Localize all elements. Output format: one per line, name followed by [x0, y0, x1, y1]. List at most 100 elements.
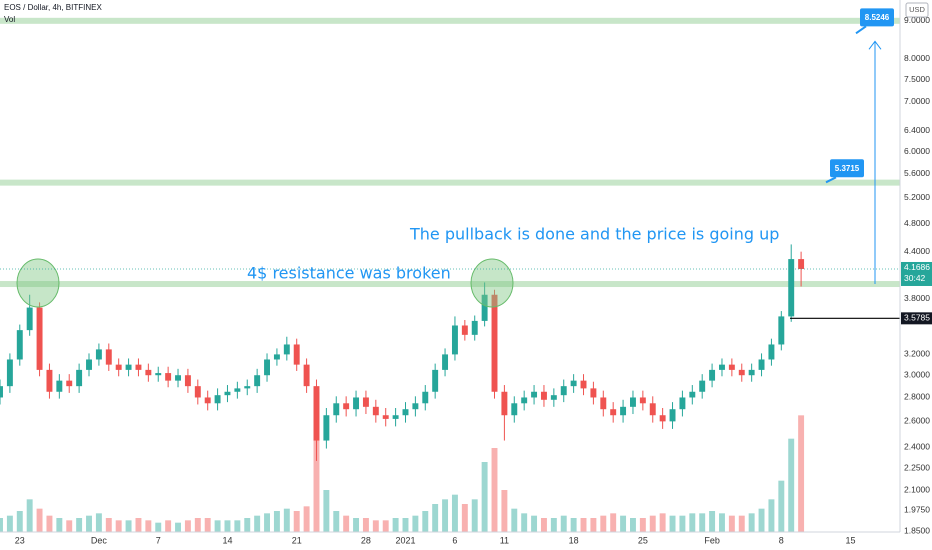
- candle-body: [550, 395, 557, 400]
- volume-bar: [115, 520, 122, 532]
- volume-bar: [570, 518, 577, 532]
- y-tick-label: 3.8000: [904, 293, 930, 303]
- candle-body: [36, 307, 43, 370]
- volume-bar: [600, 515, 607, 532]
- volume-bar: [382, 520, 389, 532]
- volume-bar: [16, 511, 23, 532]
- candle-body: [382, 415, 389, 419]
- candle-body: [649, 403, 656, 416]
- candle-body: [689, 391, 696, 398]
- volume-bar: [501, 490, 508, 532]
- candle-body: [264, 359, 270, 376]
- y-tick-label: 4.4000: [904, 246, 930, 256]
- volume-bar: [798, 415, 805, 532]
- volume-bar: [788, 438, 795, 532]
- volume-bar: [372, 520, 379, 532]
- volume-bar: [135, 518, 142, 532]
- volume-bar: [46, 515, 53, 532]
- candle-body: [540, 391, 547, 400]
- x-tick-label: 6: [452, 535, 457, 545]
- y-tick-label: 7.5000: [904, 74, 930, 84]
- y-tick-label: 5.6000: [904, 168, 930, 178]
- candle-body: [768, 344, 775, 360]
- volume-bar: [738, 515, 745, 532]
- volume-bar: [333, 511, 340, 532]
- volume-pane: [0, 392, 805, 532]
- y-tick-label: 6.0000: [904, 146, 930, 156]
- candle-body: [283, 344, 290, 355]
- volume-bar: [699, 513, 706, 532]
- highlight-ellipse: [470, 258, 514, 308]
- candle-body: [471, 320, 478, 335]
- candle-body: [392, 415, 399, 419]
- volume-bar: [580, 518, 587, 532]
- resistance-zone: [0, 17, 900, 24]
- x-tick-label: 11: [500, 535, 509, 545]
- candle-body: [293, 344, 300, 365]
- volume-bar: [165, 520, 172, 532]
- candle-body: [135, 364, 142, 370]
- volume-bar: [402, 518, 409, 532]
- candle-body: [669, 409, 676, 422]
- volume-bar: [56, 518, 63, 532]
- volume-bar: [728, 515, 735, 532]
- volume-bar: [511, 508, 518, 532]
- y-tick-label: 8.0000: [904, 53, 930, 63]
- candle-body: [798, 259, 805, 269]
- candle-body: [86, 359, 92, 370]
- currency-box[interactable]: [905, 2, 929, 18]
- candle-body: [679, 397, 686, 410]
- candle-body: [76, 369, 83, 387]
- volume-bar: [659, 513, 666, 532]
- currency[interactable]: USD: [909, 5, 925, 14]
- last-price-label: 4.1686: [904, 262, 930, 272]
- candle-body: [451, 325, 458, 355]
- candle-body: [748, 369, 755, 376]
- candle-body: [432, 369, 439, 392]
- volume-bar: [155, 522, 162, 532]
- volume-bar: [461, 504, 468, 532]
- candle-body: [659, 415, 666, 422]
- candle-body: [402, 409, 409, 416]
- volume-bar: [125, 520, 132, 532]
- target-label: 5.3715: [835, 164, 860, 173]
- volume-bar: [630, 518, 636, 532]
- volume-bar: [26, 499, 33, 532]
- candle-body: [372, 406, 379, 416]
- volume-bar: [719, 513, 725, 532]
- volume-bar: [491, 448, 498, 532]
- candle-body: [155, 373, 162, 376]
- y-tick-label: 2.1000: [904, 485, 930, 495]
- y-tick-label: 4.8000: [904, 218, 930, 228]
- volume-bar: [590, 518, 597, 532]
- candle-body: [95, 349, 102, 360]
- y-tick-label: 5.2000: [904, 192, 930, 202]
- x-tick-label: 21: [292, 535, 302, 545]
- volume-bar: [204, 518, 211, 532]
- candle-body: [145, 369, 152, 376]
- zones: [0, 17, 900, 288]
- candle-body: [244, 386, 251, 389]
- candle-body: [313, 386, 320, 441]
- candle-body: [175, 375, 181, 381]
- volume-bar: [0, 518, 3, 532]
- volume-bar: [362, 518, 369, 532]
- candle-body: [590, 388, 597, 398]
- candle-body: [6, 359, 13, 387]
- y-tick-label: 7.0000: [904, 96, 930, 106]
- overlay: 8.5246 5.3715: [0, 8, 900, 319]
- volume-bar: [343, 515, 350, 532]
- volume-bar: [95, 513, 102, 532]
- volume-bar: [105, 518, 112, 532]
- x-tick-label: Feb: [704, 535, 720, 545]
- candle-body: [461, 325, 468, 335]
- candle-body: [580, 380, 587, 389]
- volume-bar: [778, 480, 785, 532]
- x-tick-label: 18: [569, 535, 579, 545]
- volume-bar: [234, 520, 241, 532]
- candle-body: [204, 397, 211, 404]
- volume-bar: [620, 515, 627, 532]
- volume-bar: [76, 518, 83, 532]
- volume-bar: [412, 515, 419, 532]
